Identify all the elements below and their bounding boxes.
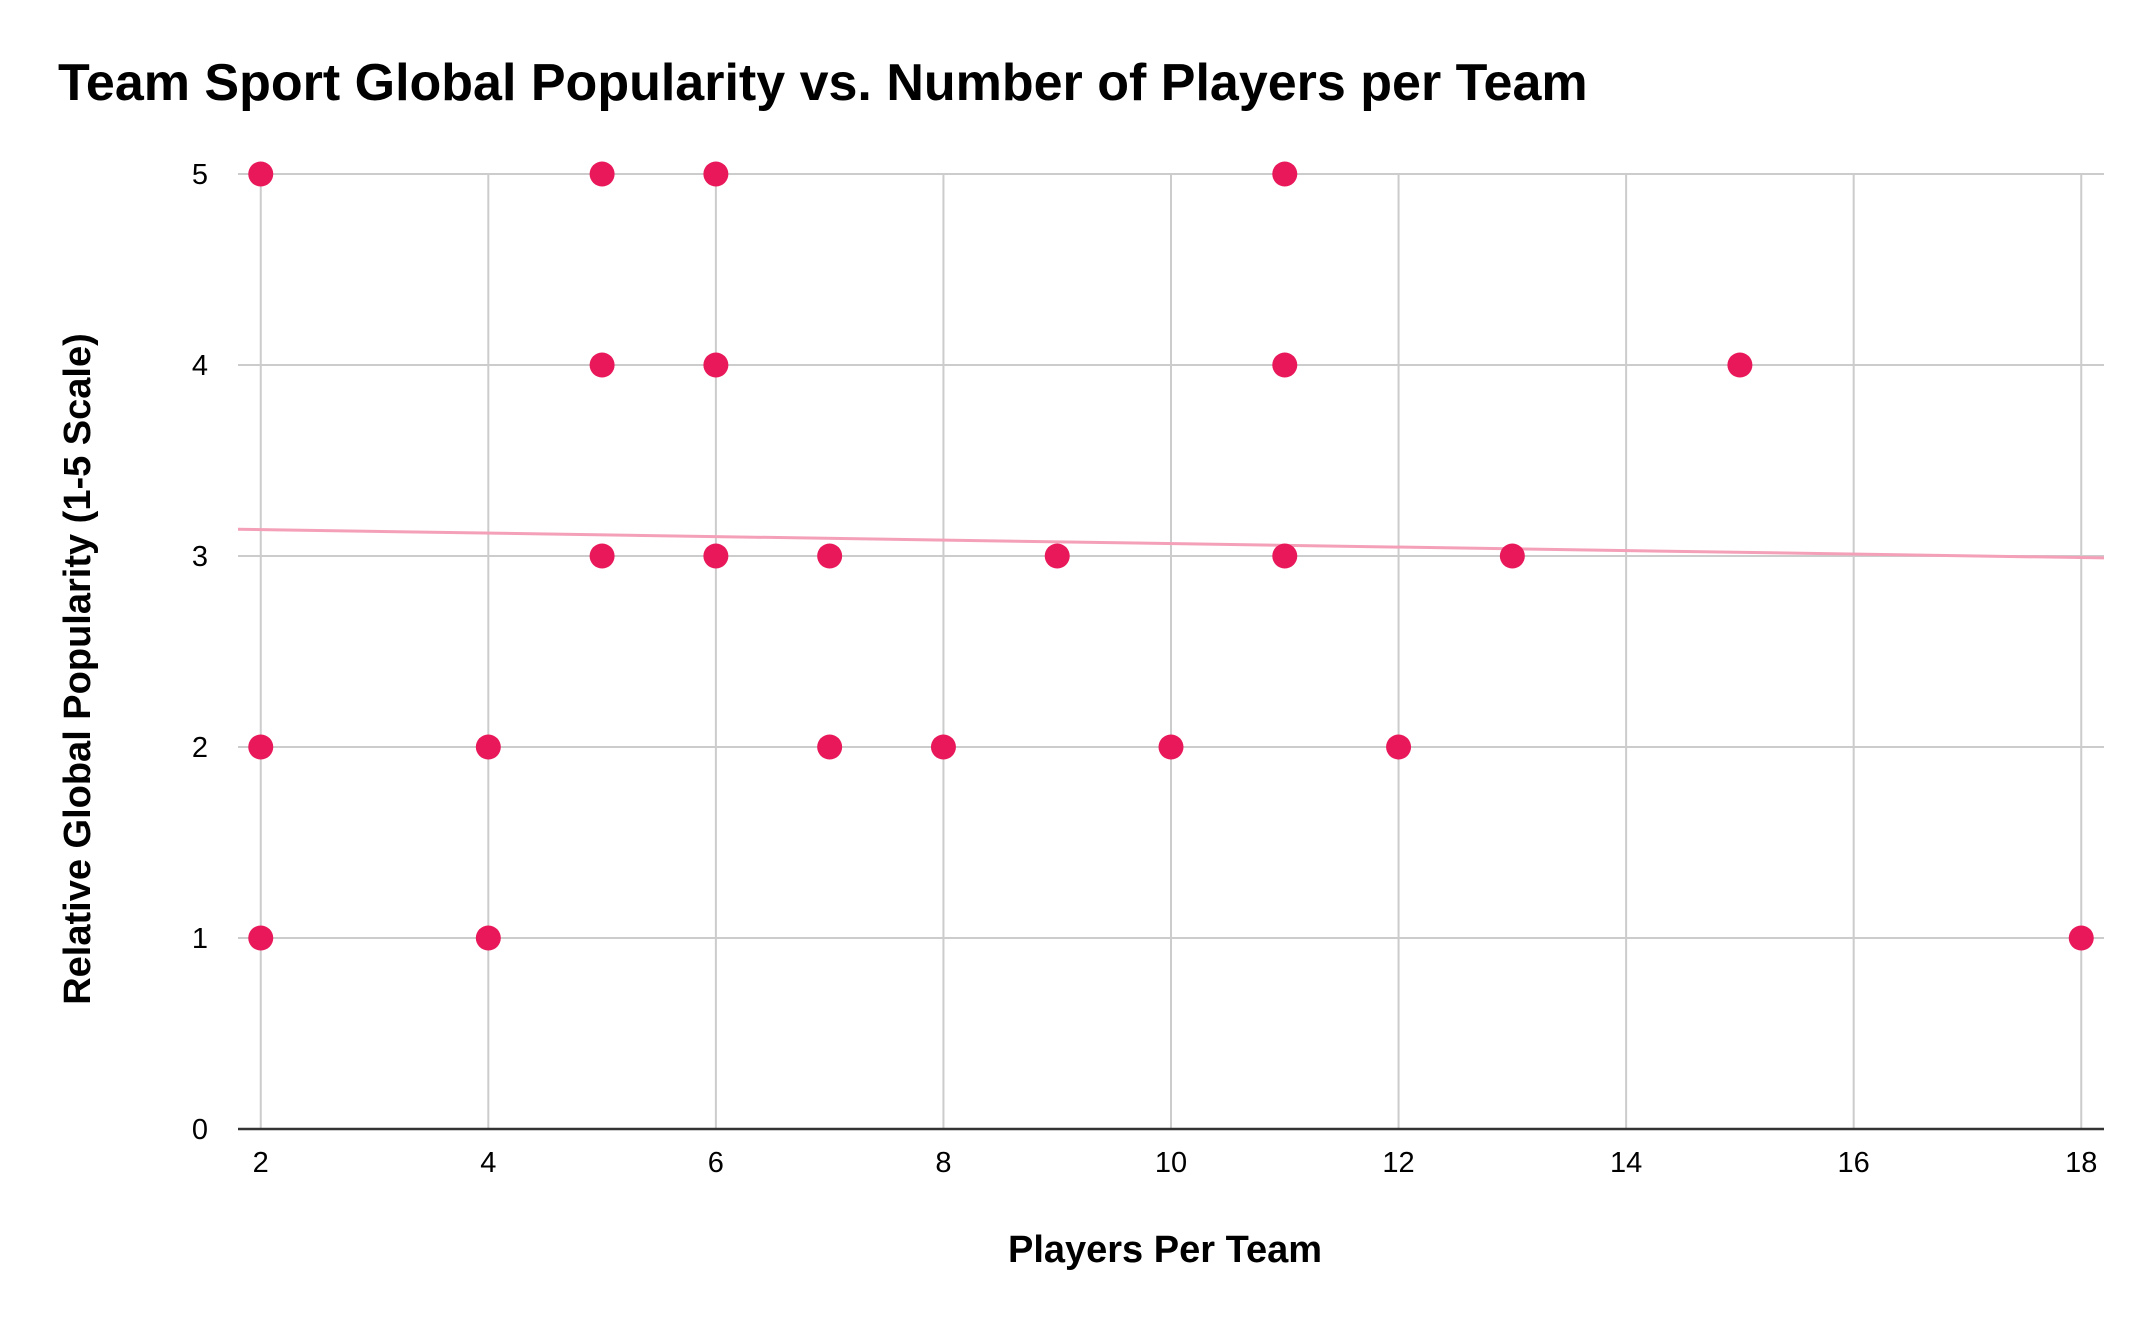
y-tick-label: 5 — [192, 159, 208, 191]
data-point — [930, 734, 956, 760]
x-tick-label: 6 — [708, 1147, 724, 1179]
data-point — [1044, 543, 1070, 569]
data-point — [589, 161, 615, 187]
x-tick-label: 12 — [1382, 1147, 1414, 1179]
data-point — [817, 734, 843, 760]
y-axis-label: Relative Global Popularity (1-5 Scale) — [57, 333, 99, 1005]
y-tick-label: 1 — [192, 923, 208, 955]
y-tick-label: 2 — [192, 732, 208, 764]
data-point — [475, 734, 501, 760]
x-tick-label: 14 — [1610, 1147, 1642, 1179]
chart-title: Team Sport Global Popularity vs. Number … — [58, 54, 1588, 112]
x-tick-label: 16 — [1838, 1147, 1870, 1179]
data-points — [248, 161, 2094, 951]
y-tick-label: 0 — [192, 1114, 208, 1146]
x-tick-label: 2 — [253, 1147, 269, 1179]
data-point — [248, 925, 274, 951]
data-point — [1272, 161, 1298, 187]
data-point — [248, 734, 274, 760]
y-tick-label: 4 — [192, 350, 208, 382]
data-point — [1158, 734, 1184, 760]
x-tick-label: 8 — [935, 1147, 951, 1179]
data-point — [589, 543, 615, 569]
y-tick-label: 3 — [192, 541, 208, 573]
data-point — [703, 543, 729, 569]
data-point — [1272, 543, 1298, 569]
data-point — [1272, 352, 1298, 378]
x-tick-label: 18 — [2065, 1147, 2097, 1179]
data-point — [703, 352, 729, 378]
x-tick-label: 10 — [1155, 1147, 1187, 1179]
trendline-layer — [237, 527, 2105, 560]
data-point — [1386, 734, 1412, 760]
data-point — [2068, 925, 2094, 951]
data-point — [703, 161, 729, 187]
data-point — [1727, 352, 1753, 378]
data-point — [817, 543, 843, 569]
data-point — [475, 925, 501, 951]
data-point — [248, 161, 274, 187]
data-point — [589, 352, 615, 378]
x-axis-label: Players Per Team — [1008, 1229, 1322, 1271]
trendline — [237, 527, 2105, 560]
x-tick-label: 4 — [480, 1147, 496, 1179]
data-point — [1499, 543, 1525, 569]
grid — [238, 173, 2104, 1129]
